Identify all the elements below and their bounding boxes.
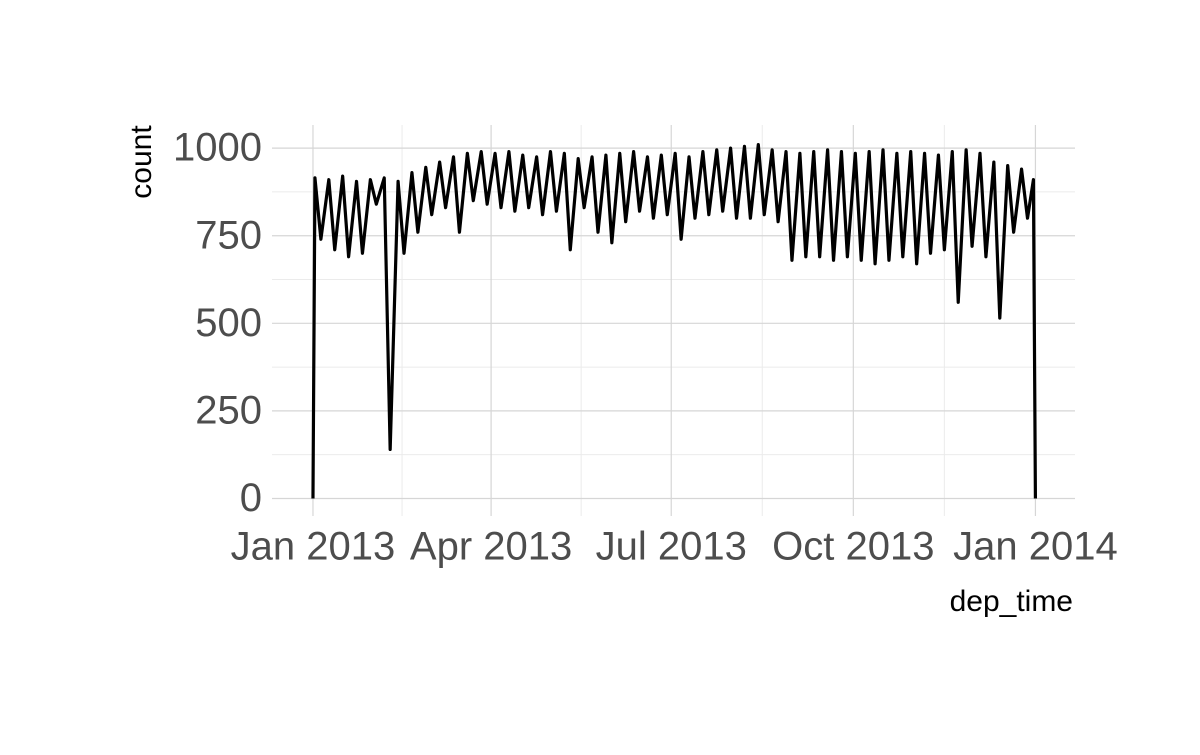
line — [311, 143, 1038, 499]
x-tick-label: Jan 2014 — [953, 525, 1118, 569]
x-tick-label: Jan 2013 — [231, 525, 396, 569]
x-tick-label: Jul 2013 — [596, 525, 747, 569]
x-axis-title: dep_time — [950, 585, 1073, 618]
x-tick-label: Apr 2013 — [410, 525, 572, 569]
y-tick-label: 750 — [195, 213, 262, 257]
y-tick-label: 1000 — [173, 126, 262, 170]
y-axis-title: count — [125, 125, 158, 199]
y-tick-label: 0 — [240, 476, 262, 520]
y-tick-label: 500 — [195, 301, 262, 345]
x-tick-label: Oct 2013 — [772, 525, 934, 569]
y-tick-label: 250 — [195, 388, 262, 432]
